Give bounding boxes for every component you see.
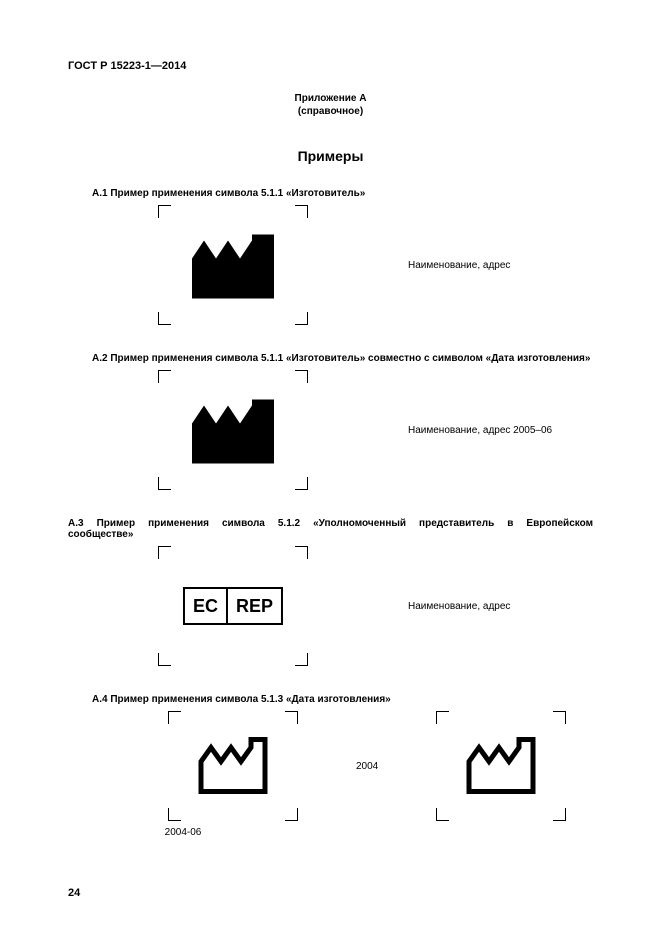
manufacturer-icon [192,392,274,464]
a4-mid-date: 2004 [356,761,378,772]
example-a2: Наименование, адрес 2005–06 [68,370,593,490]
date-of-manufacture-icon [465,732,537,796]
section-a3-heading: А.3 Пример применения символа 5.1.2 «Упо… [68,518,593,540]
symbol-frame-a4-left [168,711,298,821]
appendix-line1: Приложение А [68,92,593,105]
section-a2-heading: А.2 Пример применения символа 5.1.1 «Изг… [68,353,593,364]
ec-rep-icon: EC REP [183,587,283,625]
section-a3-heading-line2: сообществе» [68,529,593,540]
section-a4-heading: А.4 Пример применения символа 5.1.3 «Дат… [68,694,593,705]
caption-a3: Наименование, адрес [408,601,510,612]
a4-left-date: 2004-06 [165,827,202,838]
example-a1: Наименование, адрес [68,205,593,325]
date-of-manufacture-icon [197,732,269,796]
section-a1-heading: А.1 Пример применения символа 5.1.1 «Изг… [68,188,593,199]
page-title: Примеры [68,148,593,164]
manufacturer-icon [192,227,274,299]
document-code: ГОСТ Р 15223-1—2014 [68,60,593,72]
symbol-frame-a2 [158,370,308,490]
symbol-frame-a4-right [436,711,566,821]
page-number: 24 [68,887,80,899]
symbol-frame-a1 [158,205,308,325]
example-a4: 2004-06 2004 [68,711,593,838]
appendix-header: Приложение А (справочное) [68,92,593,118]
caption-a2: Наименование, адрес 2005–06 [408,425,552,436]
caption-a1: Наименование, адрес [408,260,510,271]
symbol-frame-a3: EC REP [158,546,308,666]
ec-label: EC [185,589,228,623]
example-a3: EC REP Наименование, адрес [68,546,593,666]
section-a3-heading-line1: А.3 Пример применения символа 5.1.2 «Упо… [68,518,593,529]
rep-label: REP [228,589,281,623]
appendix-line2: (справочное) [68,105,593,118]
